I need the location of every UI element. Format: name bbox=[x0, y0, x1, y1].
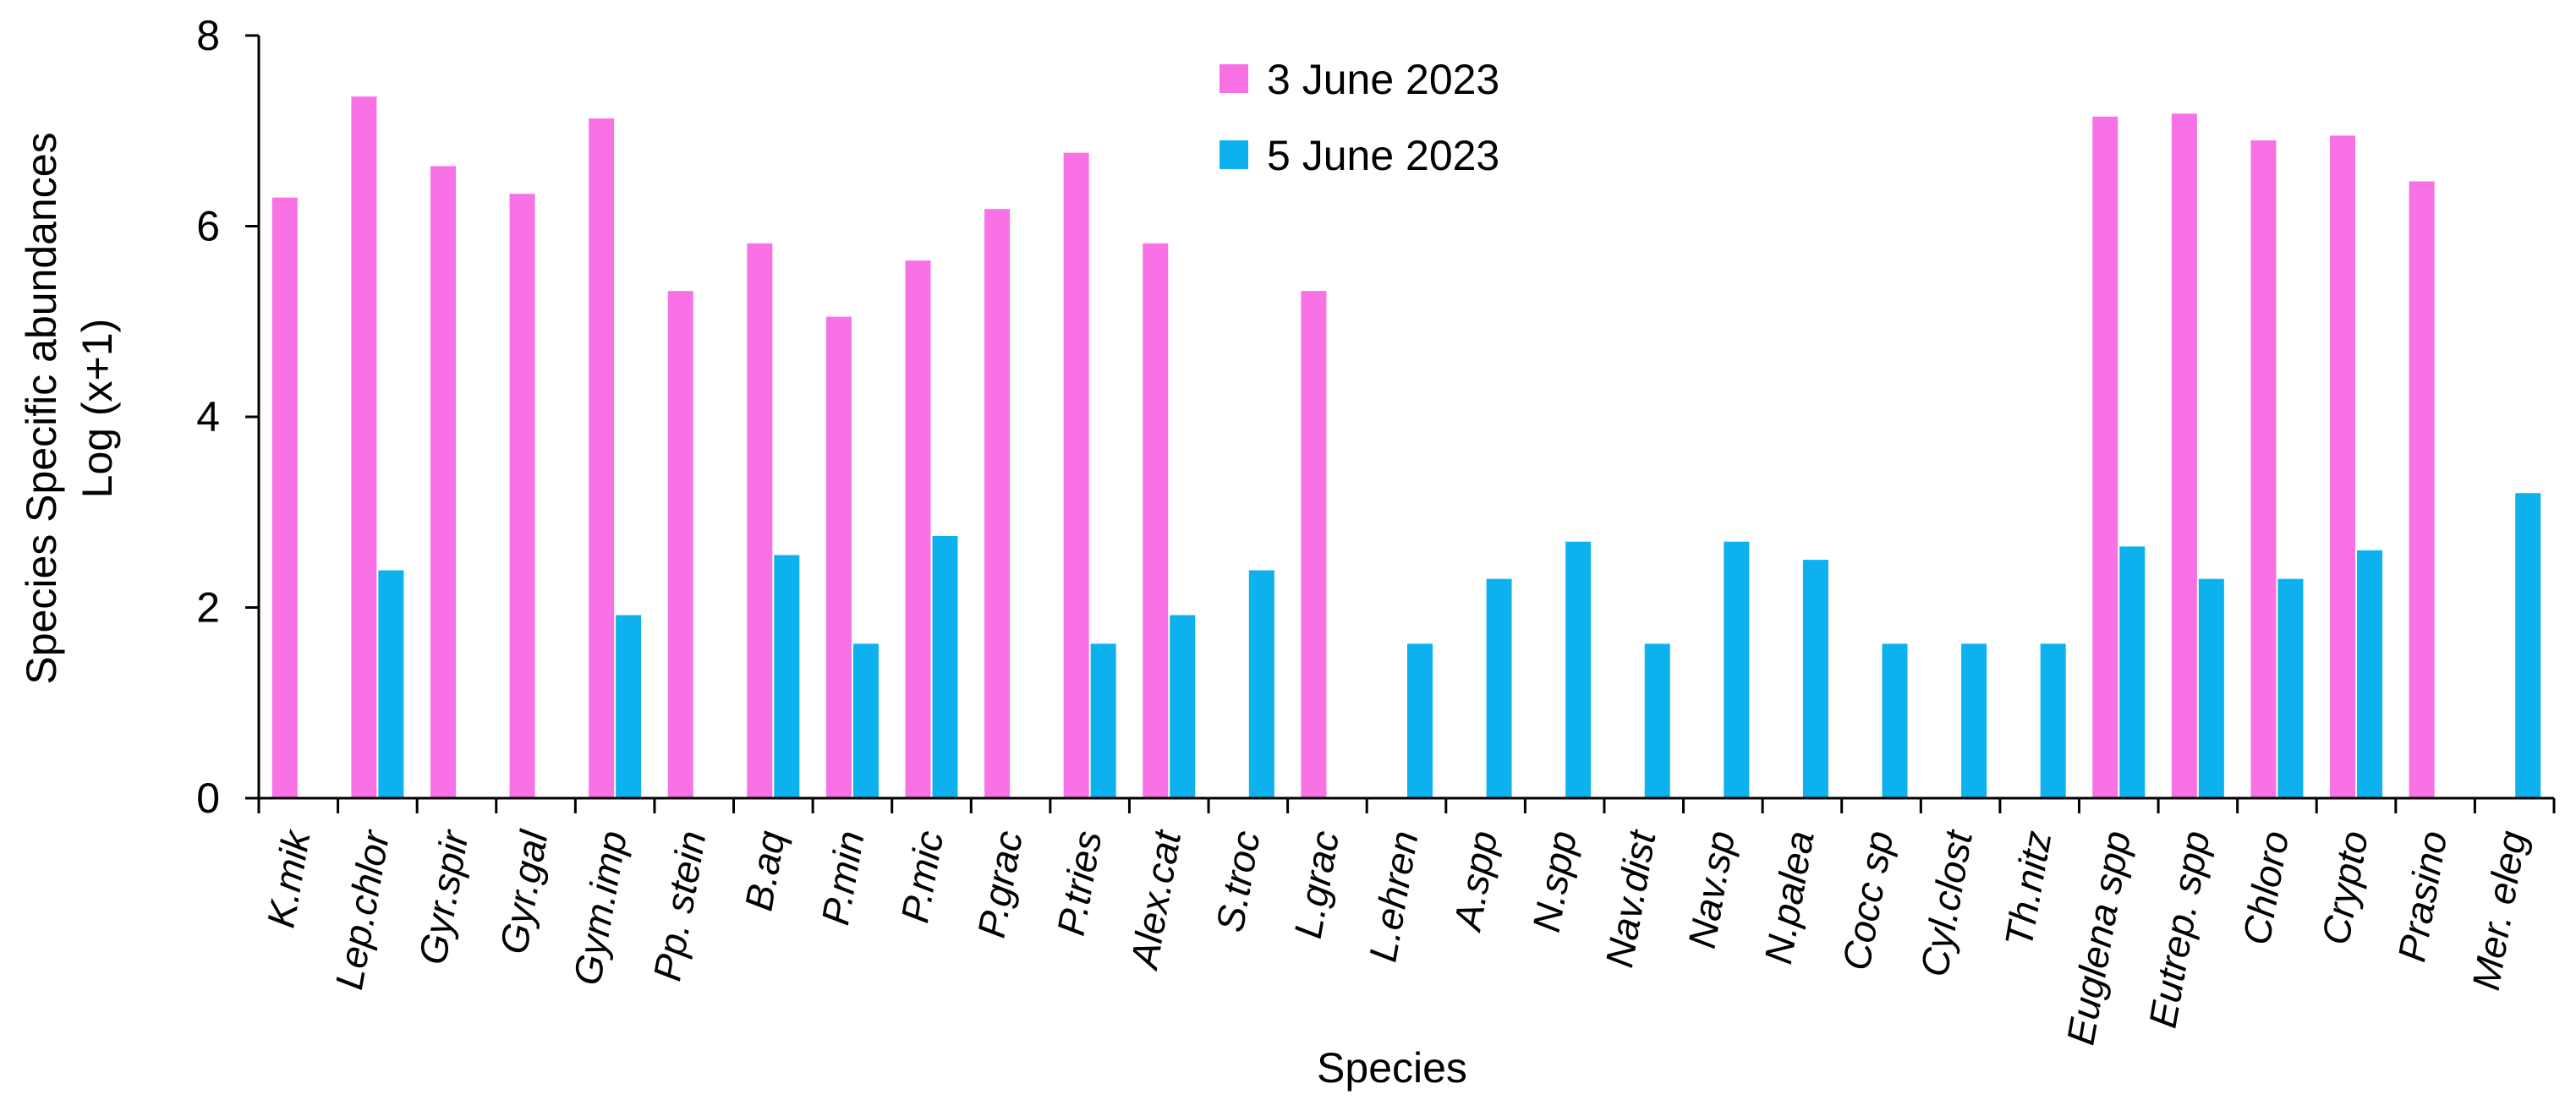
x-tick-label: Crypto bbox=[2313, 828, 2376, 948]
x-tick-label: L.grac bbox=[1285, 828, 1347, 942]
bar-3-june-3 bbox=[430, 166, 456, 798]
y-tick-label: 4 bbox=[196, 393, 220, 441]
x-tick-label: P.mic bbox=[892, 828, 951, 926]
bar-5-june-5 bbox=[616, 615, 642, 798]
x-tick-label: S.troc bbox=[1208, 828, 1269, 935]
bar-5-june-29 bbox=[2515, 493, 2541, 798]
x-tick-label: P.grac bbox=[969, 828, 1031, 941]
bar-5-june-25 bbox=[2198, 578, 2224, 798]
bar-3-june-12 bbox=[1143, 243, 1169, 798]
bar-3-june-1 bbox=[271, 197, 298, 799]
x-tick-label: Alex.cat bbox=[1121, 826, 1190, 974]
bar-5-june-8 bbox=[852, 643, 879, 798]
x-tick-label: P.tries bbox=[1049, 828, 1110, 939]
bar-3-june-4 bbox=[509, 194, 535, 799]
x-tick-label: Nav.dist bbox=[1597, 826, 1664, 971]
bar-3-june-26 bbox=[2250, 140, 2277, 798]
y-tick-label: 8 bbox=[196, 12, 220, 59]
bar-5-june-13 bbox=[1248, 570, 1274, 798]
x-tick-label: Eutrep. spp bbox=[2140, 828, 2218, 1032]
bar-5-june-23 bbox=[2040, 643, 2066, 798]
bar-3-june-28 bbox=[2409, 181, 2435, 798]
bar-5-june-12 bbox=[1170, 615, 1196, 798]
x-tick-label: Gyr.spir bbox=[410, 826, 477, 968]
x-tick-label: L.ehren bbox=[1361, 828, 1427, 966]
bar-3-june-27 bbox=[2330, 135, 2356, 798]
x-tick-label: Gym.imp bbox=[565, 828, 635, 988]
legend-label-series-1: 3 June 2023 bbox=[1267, 56, 1499, 103]
bar-5-june-26 bbox=[2277, 578, 2304, 798]
bar-3-june-14 bbox=[1301, 291, 1327, 798]
bar-5-june-18 bbox=[1644, 643, 1670, 798]
bar-5-june-20 bbox=[1802, 560, 1828, 798]
bar-3-june-2 bbox=[351, 96, 377, 798]
bar-3-june-10 bbox=[984, 209, 1011, 798]
bar-5-june-16 bbox=[1486, 578, 1512, 798]
y-axis: 0 2 4 6 8 bbox=[196, 12, 260, 822]
bar-3-june-7 bbox=[747, 243, 773, 798]
x-tick-label: Gyr.gal bbox=[491, 826, 556, 957]
legend-swatch-series-2 bbox=[1219, 140, 1248, 169]
bar-3-june-5 bbox=[589, 118, 615, 798]
x-tick-label: Cyl.clost bbox=[1912, 826, 1981, 980]
bar-5-june-19 bbox=[1724, 541, 1750, 798]
x-tick-label: K.mik bbox=[258, 826, 319, 931]
bar-5-june-11 bbox=[1090, 643, 1116, 798]
y-tick-label: 2 bbox=[196, 584, 220, 632]
x-tick-label: Th.nitz bbox=[1996, 828, 2059, 950]
y-tick-label: 6 bbox=[196, 203, 220, 250]
x-tick-label: P.min bbox=[813, 828, 873, 928]
x-tick-label: Lep.chlor bbox=[326, 826, 397, 993]
x-tick-label: Pp. stein bbox=[644, 828, 714, 984]
x-tick-label: N.spp bbox=[1524, 828, 1585, 935]
bar-series bbox=[271, 96, 2541, 799]
legend: 3 June 2023 5 June 2023 bbox=[1219, 56, 1499, 179]
x-tick-label: Nav.sp bbox=[1680, 828, 1743, 952]
x-tick-label: N.palea bbox=[1756, 828, 1822, 967]
bar-5-june-24 bbox=[2119, 546, 2146, 798]
bar-3-june-8 bbox=[825, 316, 852, 798]
x-tick-label: Prasino bbox=[2389, 828, 2455, 966]
y-axis-title-line1: Species Specific abundances bbox=[18, 132, 65, 684]
x-tick-label: Chloro bbox=[2234, 828, 2298, 948]
bar-5-june-27 bbox=[2357, 550, 2383, 798]
bar-5-june-17 bbox=[1565, 541, 1592, 798]
bar-5-june-22 bbox=[1961, 643, 1987, 798]
x-tick-label: Mer. eleg bbox=[2464, 827, 2535, 993]
bar-3-june-11 bbox=[1063, 152, 1089, 798]
bar-5-june-7 bbox=[774, 555, 800, 798]
x-axis-title: Species bbox=[1317, 1044, 1467, 1092]
x-tick-label: Euglena spp bbox=[2058, 828, 2140, 1048]
bar-3-june-9 bbox=[905, 260, 931, 799]
legend-swatch-series-1 bbox=[1219, 64, 1248, 93]
x-tick-label: A.spp bbox=[1444, 828, 1505, 936]
bar-5-june-9 bbox=[932, 535, 958, 798]
bar-5-june-15 bbox=[1407, 643, 1433, 798]
bar-3-june-25 bbox=[2171, 113, 2197, 798]
x-tick-label: B.aq bbox=[737, 827, 794, 914]
x-tick-label: Cocc sp bbox=[1833, 828, 1901, 974]
x-axis: K.mik Lep.chlor Gyr.spir Gyr.gal Gym.imp Pp. … bbox=[257, 796, 2556, 1048]
bar-3-june-6 bbox=[667, 291, 693, 798]
bar-5-june-2 bbox=[378, 570, 404, 798]
bar-3-june-24 bbox=[2092, 116, 2118, 798]
legend-label-series-2: 5 June 2023 bbox=[1267, 132, 1499, 179]
y-axis-title-line2: Log (x+1) bbox=[74, 319, 121, 499]
y-tick-label: 0 bbox=[196, 774, 220, 822]
bar-5-june-21 bbox=[1882, 643, 1908, 798]
